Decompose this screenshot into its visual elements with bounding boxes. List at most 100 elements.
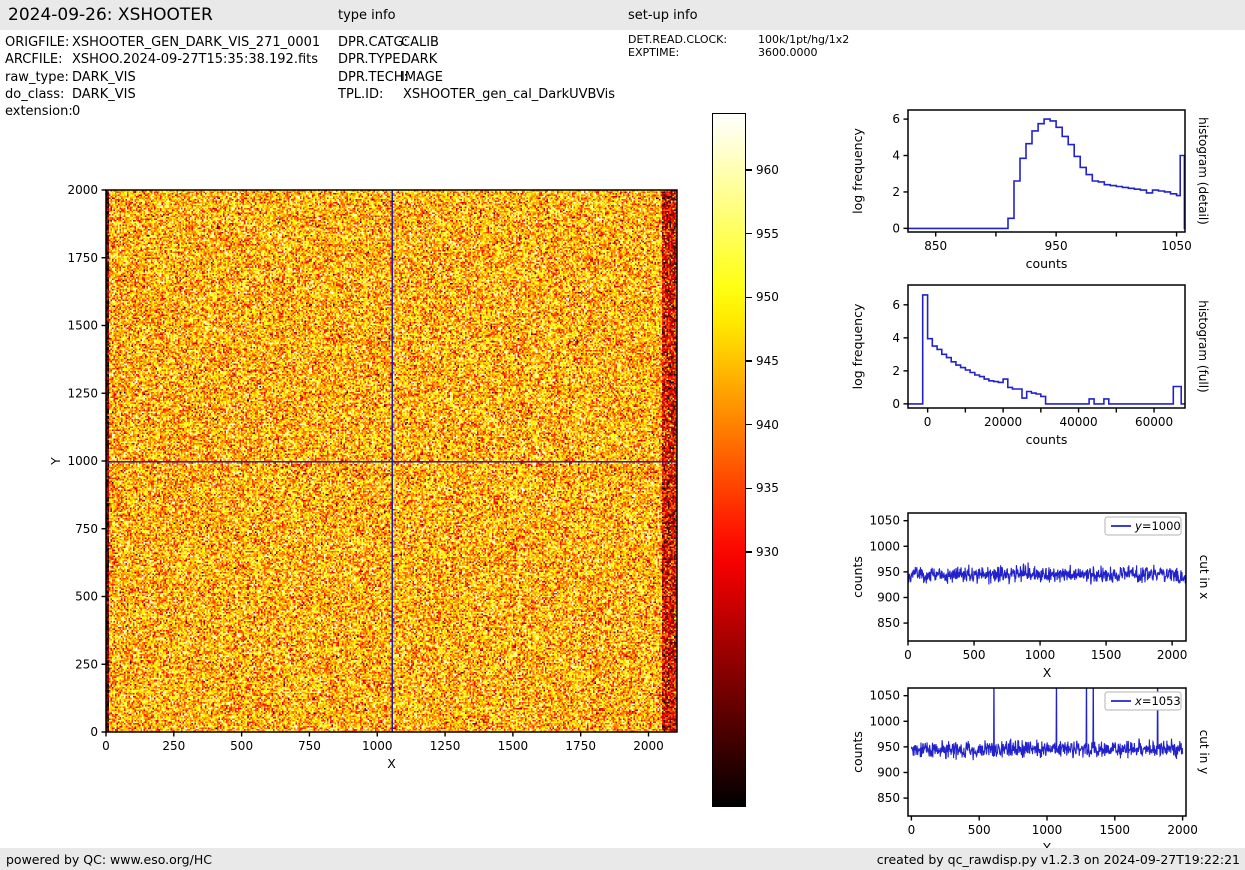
colorbar-tick-label: 955: [756, 228, 779, 240]
svg-text:750: 750: [75, 522, 98, 536]
svg-text:1250: 1250: [430, 739, 461, 753]
svg-text:X: X: [387, 756, 396, 771]
dpr-type-value: DARK: [401, 52, 437, 67]
svg-text:0: 0: [892, 397, 900, 411]
svg-text:250: 250: [162, 739, 185, 753]
histogram-detail-plot: 85095010500246countslog frequencyhistogr…: [838, 96, 1231, 284]
dark-frame-image: [106, 190, 677, 732]
svg-text:500: 500: [230, 739, 253, 753]
svg-text:1500: 1500: [1091, 648, 1122, 662]
svg-text:750: 750: [298, 739, 321, 753]
svg-text:500: 500: [75, 590, 98, 604]
svg-text:60000: 60000: [1135, 415, 1173, 429]
svg-text:1750: 1750: [565, 739, 596, 753]
svg-text:x=1053: x=1053: [1134, 694, 1181, 708]
svg-text:log frequency: log frequency: [850, 128, 865, 214]
svg-text:0: 0: [908, 823, 916, 837]
tpl-id-value: XSHOOTER_gen_cal_DarkUVBVis: [403, 87, 615, 102]
svg-text:2000: 2000: [1157, 648, 1188, 662]
svg-text:500: 500: [963, 648, 986, 662]
svg-text:950: 950: [1045, 239, 1068, 253]
svg-text:1500: 1500: [498, 739, 529, 753]
svg-text:1050: 1050: [1161, 239, 1192, 253]
page-title: 2024-09-26: XSHOOTER: [8, 5, 213, 25]
svg-text:0: 0: [892, 221, 900, 235]
colorbar-tick-label: 960: [756, 164, 779, 176]
svg-text:6: 6: [892, 298, 900, 312]
dpr-tech-value: IMAGE: [401, 70, 443, 85]
svg-text:1050: 1050: [869, 689, 900, 703]
dpr-catg-value: CALIB: [401, 35, 439, 50]
rawtype-label: raw_type:: [5, 70, 69, 85]
dpr-type-label: DPR.TYPE:: [338, 52, 405, 67]
svg-text:850: 850: [924, 239, 947, 253]
svg-text:2000: 2000: [633, 739, 664, 753]
svg-text:2: 2: [892, 364, 900, 378]
svg-text:900: 900: [877, 590, 900, 604]
colorbar-tick-label: 940: [756, 419, 779, 431]
svg-text:cut in x: cut in x: [1197, 555, 1211, 600]
svg-text:histogram (full): histogram (full): [1196, 300, 1210, 393]
colorbar: 930935940945950955960: [712, 113, 746, 807]
svg-text:500: 500: [968, 823, 991, 837]
svg-text:900: 900: [877, 765, 900, 779]
doclass-value: DARK_VIS: [72, 87, 136, 102]
svg-text:850: 850: [877, 616, 900, 630]
tpl-id-label: TPL.ID:: [338, 87, 383, 102]
svg-text:histogram (detail): histogram (detail): [1196, 117, 1210, 225]
svg-text:20000: 20000: [984, 415, 1022, 429]
svg-text:250: 250: [75, 657, 98, 671]
colorbar-tick: [746, 488, 752, 489]
qc-report-page: 2024-09-26: XSHOOTER type info set-up in…: [0, 0, 1245, 870]
arcfile-label: ARCFILE:: [5, 52, 63, 67]
svg-text:850: 850: [877, 791, 900, 805]
doclass-label: do_class:: [5, 87, 64, 102]
colorbar-tick-label: 945: [756, 355, 779, 367]
exptime-label: EXPTIME:: [628, 46, 679, 59]
svg-text:cut in y: cut in y: [1197, 730, 1211, 775]
svg-text:0: 0: [924, 415, 932, 429]
cut-in-y-plot: 050010001500200085090095010001050Ycounts…: [838, 674, 1232, 868]
header-bar: 2024-09-26: XSHOOTER type info set-up in…: [0, 0, 1245, 30]
colorbar-tick-label: 950: [756, 291, 779, 303]
svg-text:1050: 1050: [869, 514, 900, 528]
read-clock-value: 100k/1pt/hg/1x2: [758, 33, 849, 46]
svg-text:X: X: [1043, 665, 1052, 680]
extension-value: 0: [72, 104, 80, 119]
svg-text:0: 0: [102, 739, 110, 753]
origfile-label: ORIGFILE:: [5, 35, 69, 50]
svg-text:0: 0: [904, 648, 912, 662]
extension-label: extension:: [5, 104, 73, 119]
colorbar-tick: [746, 233, 752, 234]
svg-text:0: 0: [90, 725, 98, 739]
setup-info-heading: set-up info: [628, 8, 698, 23]
svg-text:2000: 2000: [67, 183, 98, 197]
svg-text:1750: 1750: [67, 251, 98, 265]
svg-text:2: 2: [892, 185, 900, 199]
svg-text:1000: 1000: [1025, 648, 1056, 662]
svg-text:4: 4: [892, 149, 900, 163]
histogram-full-plot: 02000040000600000246countslog frequencyh…: [838, 271, 1231, 460]
dpr-catg-label: DPR.CATG:: [338, 35, 408, 50]
rawtype-value: DARK_VIS: [72, 70, 136, 85]
svg-text:2000: 2000: [1167, 823, 1198, 837]
svg-text:1500: 1500: [1100, 823, 1131, 837]
svg-text:1250: 1250: [67, 386, 98, 400]
colorbar-tick: [746, 297, 752, 298]
svg-text:counts: counts: [850, 731, 865, 773]
svg-text:950: 950: [877, 565, 900, 579]
svg-text:40000: 40000: [1059, 415, 1097, 429]
colorbar-tick-label: 930: [756, 546, 779, 558]
svg-text:y=1000: y=1000: [1134, 519, 1181, 533]
colorbar-tick: [746, 551, 752, 552]
svg-text:1000: 1000: [67, 454, 98, 468]
svg-text:4: 4: [892, 331, 900, 345]
cut-in-x-plot: 050010001500200085090095010001050Xcounts…: [838, 499, 1232, 693]
exptime-value: 3600.0000: [758, 46, 818, 59]
arcfile-value: XSHOO.2024-09-27T15:35:38.192.fits: [72, 52, 318, 67]
svg-text:1000: 1000: [362, 739, 393, 753]
footer-created-by: created by qc_rawdisp.py v1.2.3 on 2024-…: [877, 852, 1240, 867]
svg-text:counts: counts: [850, 556, 865, 598]
dpr-tech-label: DPR.TECH:: [338, 70, 408, 85]
colorbar-tick: [746, 360, 752, 361]
